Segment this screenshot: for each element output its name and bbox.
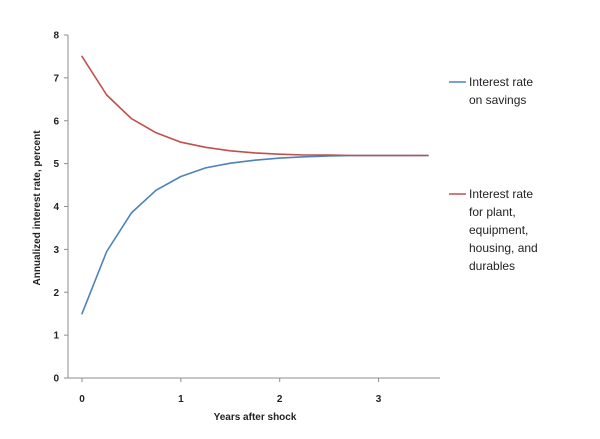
x-tick-label: 0 <box>79 394 85 405</box>
x-tick-label: 3 <box>376 394 382 405</box>
x-tick-label: 1 <box>178 394 184 405</box>
y-tick-label: 4 <box>53 202 59 213</box>
legend-label-2: durables <box>469 259 515 273</box>
legend-label-2: for plant, <box>469 205 516 219</box>
series-line-2 <box>81 55 429 157</box>
y-tick-label: 6 <box>53 116 59 127</box>
legend-label-2: housing, and <box>469 241 538 255</box>
series-lines <box>81 55 429 315</box>
legend-label-1: Interest rate <box>469 75 533 89</box>
x-tick-label: 2 <box>277 394 283 405</box>
legend-label-2: equipment, <box>469 223 528 237</box>
y-tick-label: 0 <box>53 374 59 385</box>
y-tick-label: 3 <box>53 245 59 256</box>
y-tick-label: 2 <box>53 288 59 299</box>
y-tick-label: 1 <box>53 331 59 342</box>
legend-label-1: on savings <box>469 93 526 107</box>
y-tick-label: 7 <box>53 73 59 84</box>
y-tick-label: 8 <box>53 31 59 42</box>
y-axis-title: Annualized interest rate, percent <box>32 130 43 286</box>
legend: Interest rate on savings Interest rate for … <box>449 75 538 273</box>
series-line-1 <box>81 154 429 315</box>
plot-area: 0 1 2 3 4 5 6 7 8 0 1 2 3 <box>53 31 440 405</box>
legend-label-2: Interest rate <box>469 187 533 201</box>
y-tick-label: 5 <box>53 159 59 170</box>
x-axis-title: Years after shock <box>214 412 297 423</box>
